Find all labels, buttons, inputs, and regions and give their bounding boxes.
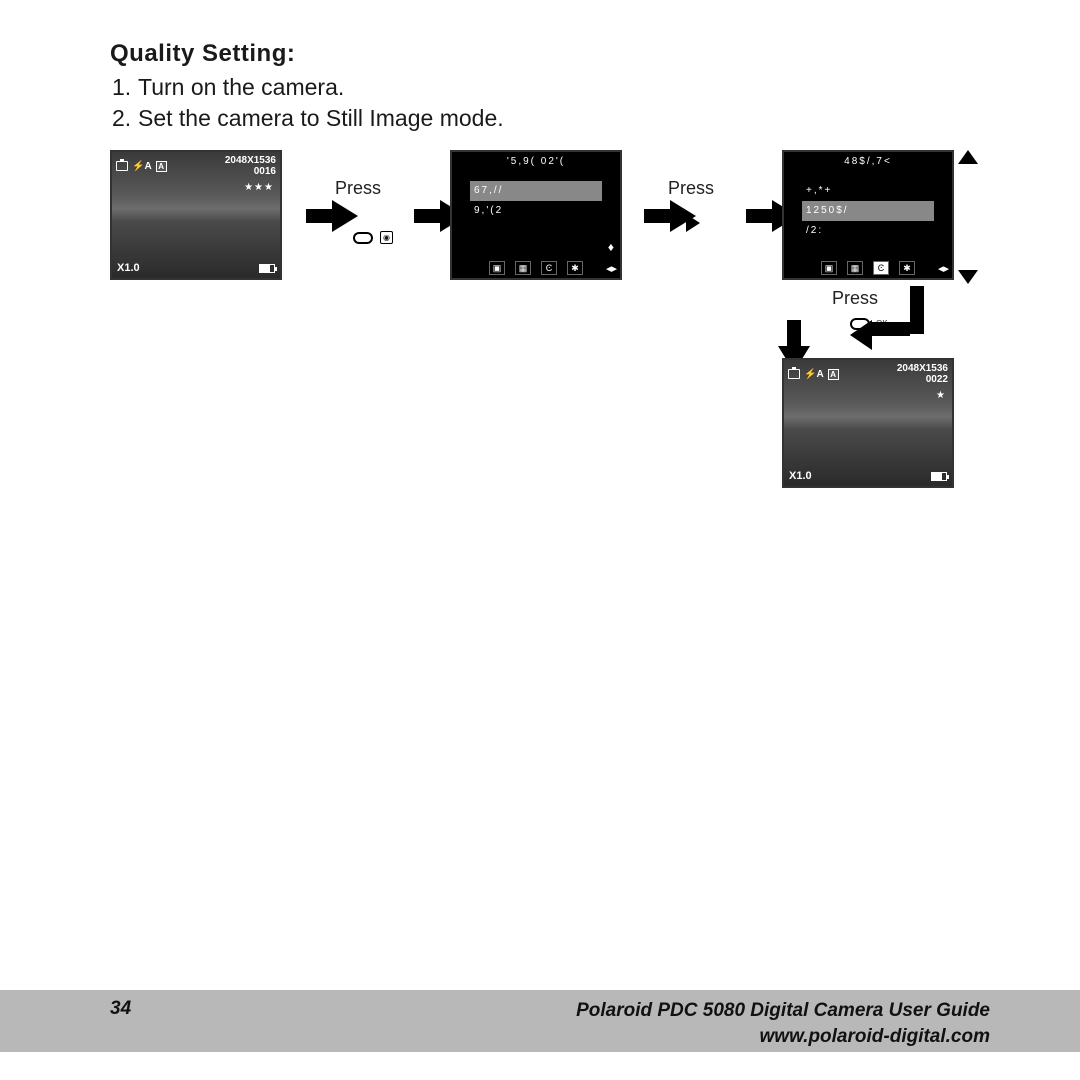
lcd2-resolution: 2048X1536 0022 xyxy=(897,363,948,385)
menu1-title: '5,9( 02'( xyxy=(452,152,620,167)
lcd2-quality-stars: ★ xyxy=(936,390,946,401)
menu1-bottombar: ▣ ▦ Ͼ ✱ xyxy=(452,258,620,278)
lcd-preview-2: ⚡A A 2048X1536 0022 ★ X1.0 xyxy=(782,358,954,488)
step-1-num: 1. xyxy=(112,74,138,101)
step-2-text: Set the camera to Still Image mode. xyxy=(138,105,504,131)
menu1-item: 9,'(2 xyxy=(470,201,602,221)
flow-diagram: ⚡A A 2048X1536 0016 ★★★ X1.0 Press ◉ '5,… xyxy=(110,150,990,550)
leftright-icon: ◂▸ xyxy=(938,262,949,275)
press-label-1: Press xyxy=(335,178,381,199)
auto-icon: A xyxy=(828,369,839,380)
lcd1-quality-stars: ★★★ xyxy=(244,182,274,193)
step-1-text: Turn on the camera. xyxy=(138,74,344,100)
menu2-title: 48$/,7< xyxy=(784,152,952,167)
corner-arrow-icon xyxy=(910,286,924,334)
settings-tab-icon: ✱ xyxy=(567,261,583,275)
step-2: 2.Set the camera to Still Image mode. xyxy=(112,105,990,132)
lcd1-resolution: 2048X1536 0016 xyxy=(225,155,276,177)
footer-url: www.polaroid-digital.com xyxy=(131,1024,990,1050)
grid-tab-icon: ▦ xyxy=(847,261,863,275)
page-footer: 34 Polaroid PDC 5080 Digital Camera User… xyxy=(0,990,1080,1052)
updown-icon: ♦ xyxy=(608,240,614,254)
timer-tab-icon: Ͼ xyxy=(541,261,557,275)
flash-icon: ⚡A xyxy=(804,369,824,380)
grid-tab-icon: ▦ xyxy=(515,261,531,275)
leftright-icon: ◂▸ xyxy=(606,262,617,275)
play-right-icon xyxy=(686,214,700,232)
lcd1-topbar: ⚡A A 2048X1536 0016 xyxy=(116,155,276,177)
footer-title: Polaroid PDC 5080 Digital Camera User Gu… xyxy=(131,998,990,1024)
triangle-down-icon xyxy=(958,270,978,284)
menu1-items: 67,// 9,'(2 xyxy=(470,181,602,221)
cam-tab-icon: ▣ xyxy=(821,261,837,275)
lcd1-zoom: X1.0 xyxy=(117,262,140,274)
battery-icon xyxy=(259,264,275,273)
oval-button-icon xyxy=(353,232,373,244)
lcd-menu-1: '5,9( 02'( 67,// 9,'(2 ♦ ▣ ▦ Ͼ ✱ ◂▸ xyxy=(450,150,622,280)
menu2-item-selected: 1250$/ xyxy=(802,201,934,221)
cam-tab-icon: ▣ xyxy=(489,261,505,275)
camera-icon xyxy=(116,161,128,171)
page-number: 34 xyxy=(110,998,131,1052)
settings-tab-icon: ✱ xyxy=(899,261,915,275)
lcd-preview-1: ⚡A A 2048X1536 0016 ★★★ X1.0 xyxy=(110,150,282,280)
timer-tab-icon: Ͼ xyxy=(873,261,889,275)
step-1: 1.Turn on the camera. xyxy=(112,74,990,101)
press-label-3: Press xyxy=(832,288,878,309)
press-label-2: Press xyxy=(668,178,714,199)
camera-icon xyxy=(788,369,800,379)
triangle-up-icon xyxy=(958,150,978,164)
step-2-num: 2. xyxy=(112,105,138,132)
lcd2-topbar: ⚡A A 2048X1536 0022 xyxy=(788,363,948,385)
auto-icon: A xyxy=(156,161,167,172)
menu2-item: /2: xyxy=(802,221,934,241)
menu1-item-selected: 67,// xyxy=(470,181,602,201)
menu2-item: +,*+ xyxy=(802,181,934,201)
battery-icon xyxy=(931,472,947,481)
lcd2-zoom: X1.0 xyxy=(789,470,812,482)
menu2-bottombar: ▣ ▦ Ͼ ✱ xyxy=(784,258,952,278)
flash-icon: ⚡A xyxy=(132,161,152,172)
section-heading: Quality Setting: xyxy=(110,40,990,68)
menu-button-icon: ◉ xyxy=(380,231,393,244)
menu2-items: +,*+ 1250$/ /2: xyxy=(802,181,934,241)
arrow-right-icon xyxy=(332,200,358,232)
lcd-menu-2: 48$/,7< +,*+ 1250$/ /2: ▣ ▦ Ͼ ✱ ◂▸ xyxy=(782,150,954,280)
